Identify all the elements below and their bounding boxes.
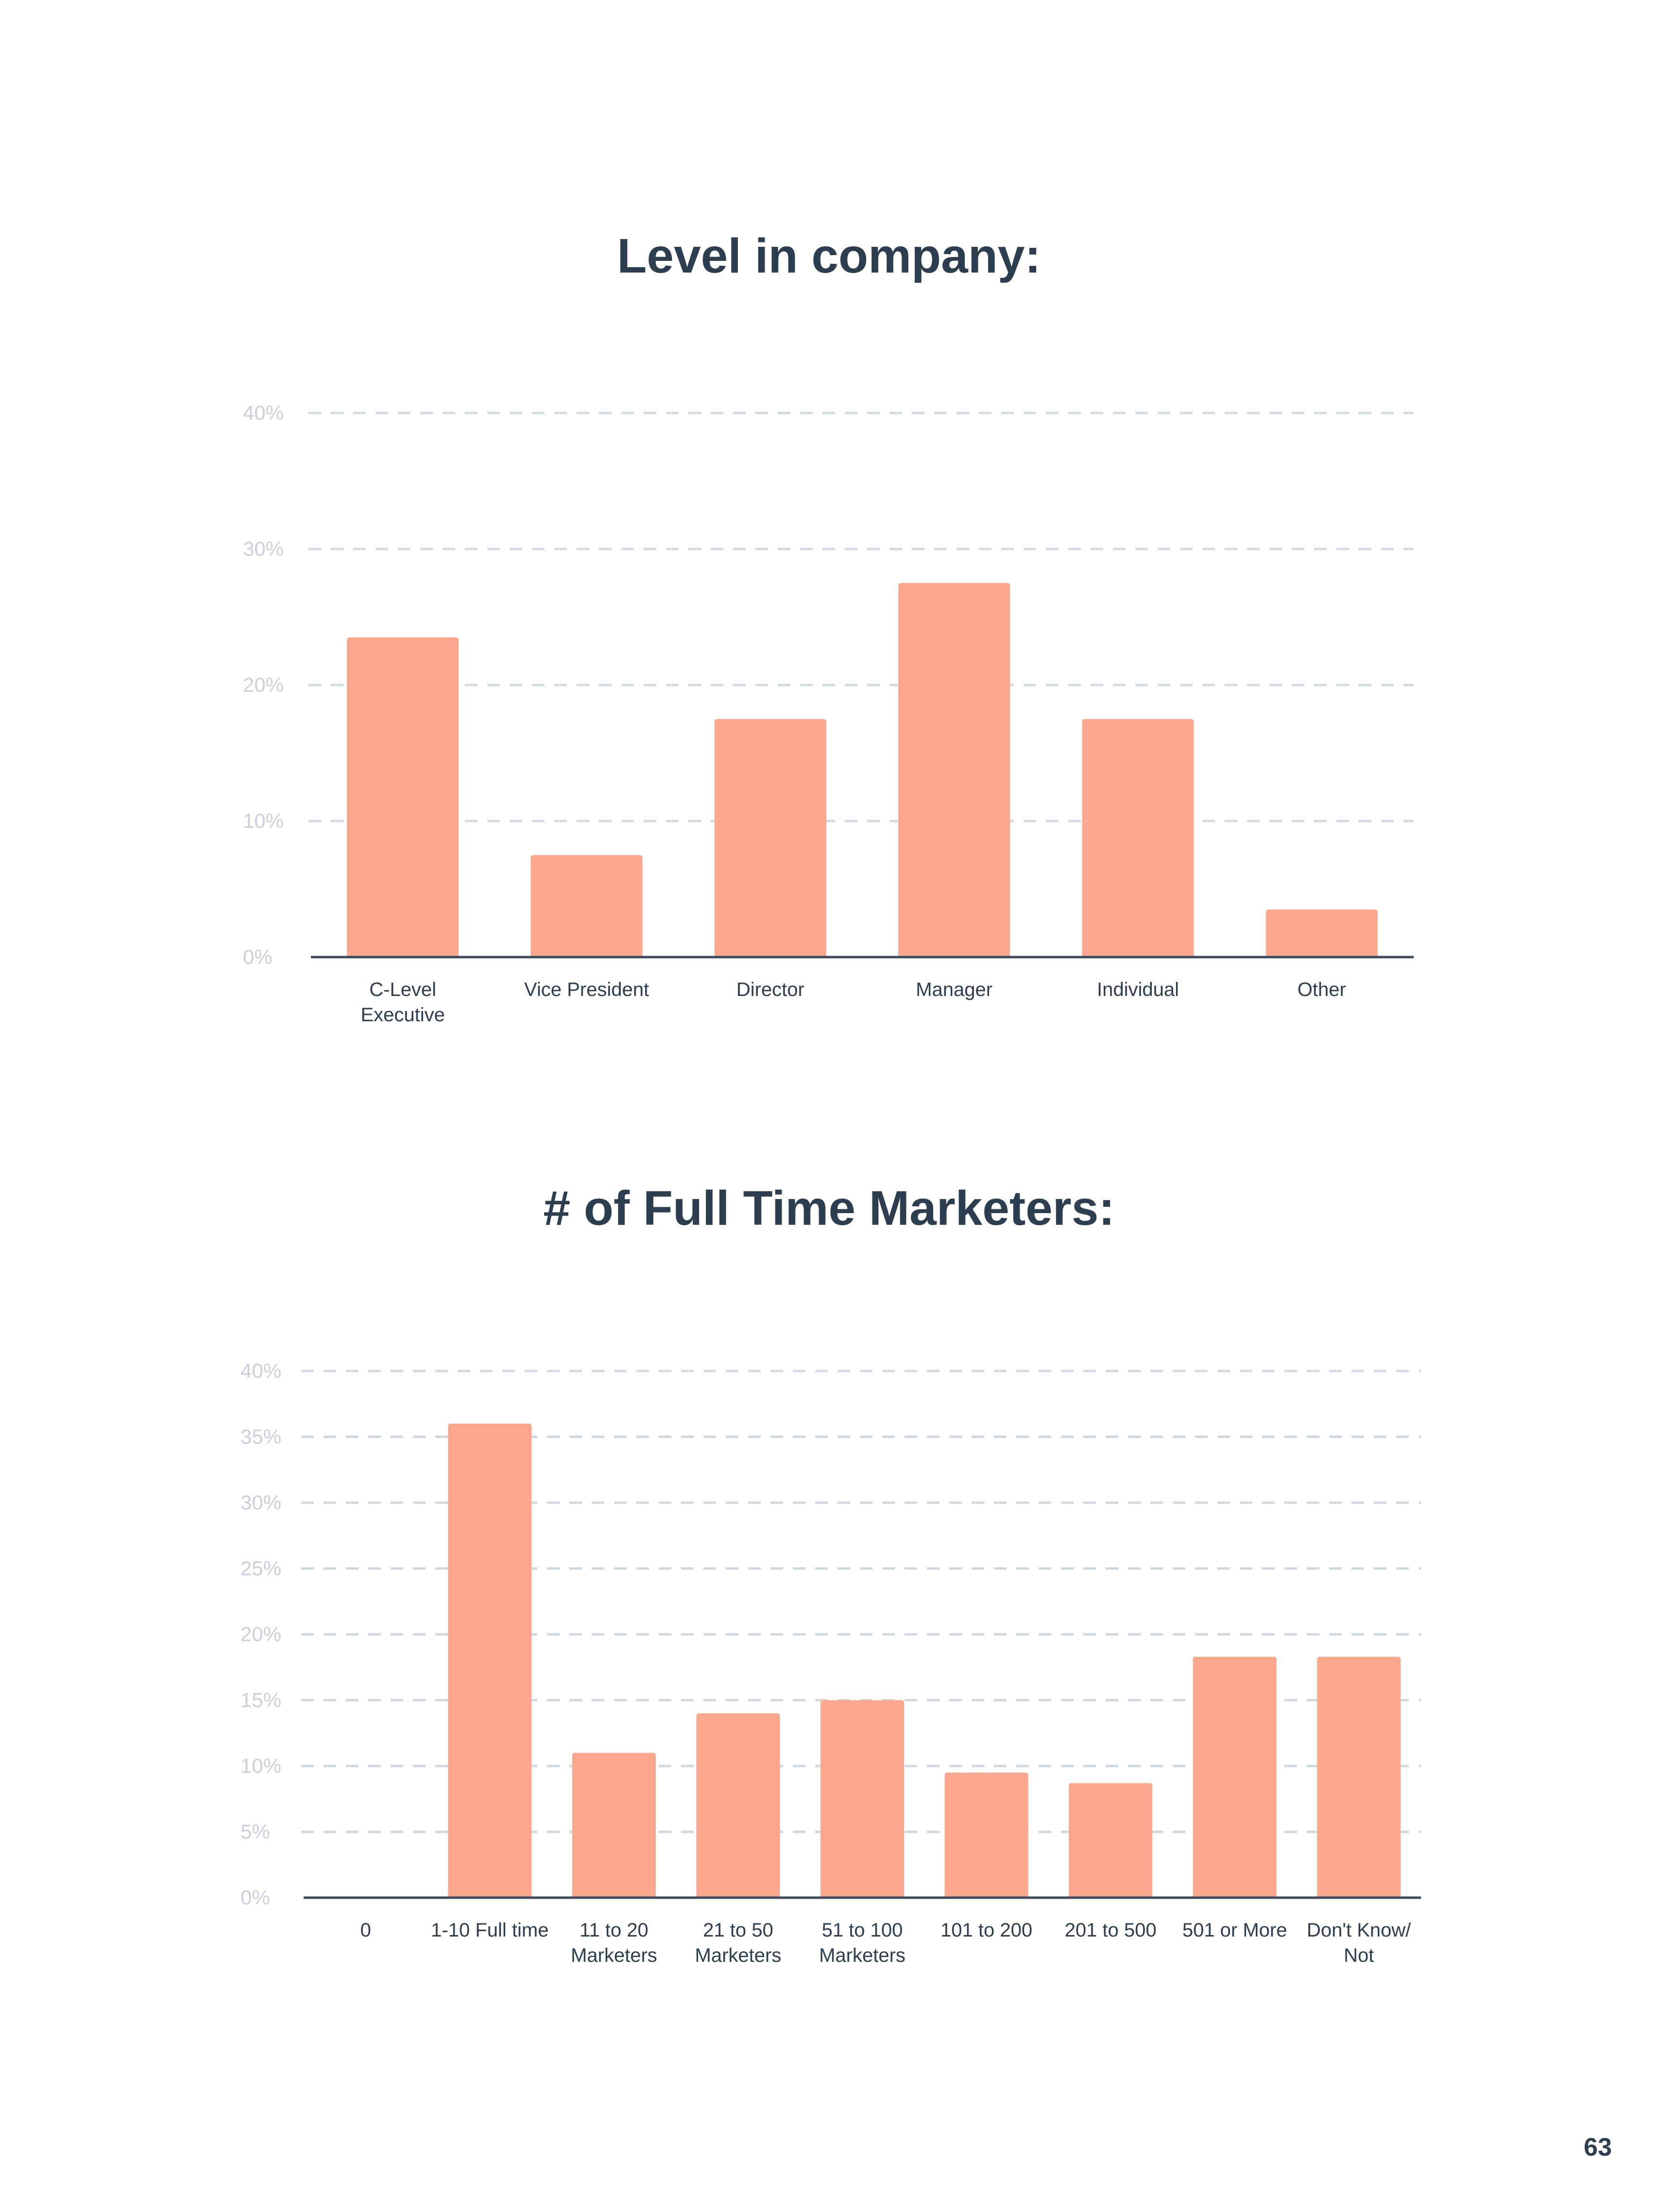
x-tick-label: Director <box>736 979 804 1000</box>
bar-chart-level-in-company: 0% 10% 20% 30% 40% C-Level Executive Vice Presi… <box>243 401 1414 1026</box>
bar <box>572 1752 656 1898</box>
bar <box>1265 909 1378 957</box>
chart-title-level-in-company: Level in company: <box>617 229 1041 283</box>
x-tick-label: 1-10 Full time <box>431 1920 548 1941</box>
x-tick-label: Manager <box>916 979 992 1000</box>
x-tick-label: 11 to 20 Marketers <box>571 1920 657 1966</box>
y-tick-label: 15% <box>240 1689 281 1712</box>
x-tick-label: 501 or More <box>1182 1920 1287 1941</box>
bar <box>1082 719 1194 957</box>
y-tick-label: 35% <box>240 1425 281 1448</box>
y-tick-label: 0% <box>240 1886 270 1909</box>
x-tick-label: Other <box>1298 979 1346 1000</box>
bar <box>1317 1657 1401 1898</box>
bar <box>530 855 643 957</box>
x-tick-label: Vice President <box>524 979 649 1000</box>
page-number: 63 <box>1584 2133 1612 2161</box>
y-tick-label: 40% <box>240 1359 281 1382</box>
y-tick-label: 25% <box>240 1557 281 1580</box>
bar <box>696 1713 780 1898</box>
x-tick-label: 51 to 100 Marketers <box>819 1920 906 1966</box>
y-tick-label: 20% <box>243 673 284 696</box>
y-tick-label: 10% <box>243 809 284 832</box>
x-tick-label: 101 to 200 <box>940 1920 1032 1941</box>
y-tick-label: 30% <box>243 537 284 560</box>
bar <box>1069 1783 1153 1898</box>
bar <box>898 583 1010 957</box>
x-tick-label: 21 to 50 Marketers <box>695 1920 782 1966</box>
y-tick-label: 30% <box>240 1491 281 1514</box>
bar <box>347 637 459 957</box>
y-tick-label: 0% <box>243 945 273 968</box>
y-tick-label: 20% <box>240 1623 281 1646</box>
x-tick-label: 201 to 500 <box>1065 1920 1157 1941</box>
bar <box>714 719 826 957</box>
x-tick-label: Individual <box>1097 979 1179 1000</box>
bar <box>820 1700 904 1898</box>
bar <box>944 1772 1028 1898</box>
bar <box>448 1423 532 1898</box>
y-tick-label: 10% <box>240 1754 281 1777</box>
x-tick-label: Don't Know/Not <box>1307 1920 1411 1966</box>
bar-chart-full-time-marketers: 0% 5% 10% 15% 20% 25% 30% 35% 40% 0 1-10 Full time… <box>240 1359 1421 1966</box>
y-tick-label: 5% <box>240 1820 270 1843</box>
chart-title-full-time-marketers: # of Full Time Marketers: <box>543 1181 1115 1235</box>
x-tick-label: C-Level Executive <box>360 979 444 1026</box>
x-tick-label: 0 <box>360 1920 371 1941</box>
y-tick-label: 40% <box>243 401 284 424</box>
bar <box>1193 1657 1277 1898</box>
